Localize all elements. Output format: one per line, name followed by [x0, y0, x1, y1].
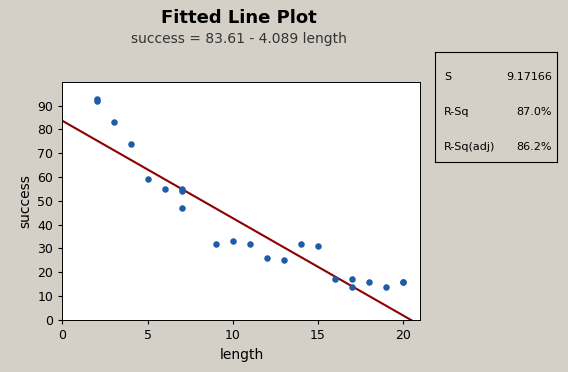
Point	[228, 238, 237, 244]
Point	[348, 276, 357, 282]
Text: 86.2%: 86.2%	[516, 142, 552, 152]
Point	[382, 283, 391, 289]
Point	[177, 205, 186, 211]
Point	[314, 243, 323, 249]
Point	[262, 255, 272, 261]
Point	[331, 276, 340, 282]
Point	[296, 241, 306, 247]
Point	[399, 279, 408, 285]
Text: R-Sq: R-Sq	[444, 107, 470, 117]
Text: Fitted Line Plot: Fitted Line Plot	[161, 9, 316, 27]
Text: R-Sq(adj): R-Sq(adj)	[444, 142, 496, 152]
Text: 9.17166: 9.17166	[506, 72, 552, 82]
Point	[92, 98, 101, 104]
Point	[160, 186, 169, 192]
Point	[126, 141, 135, 147]
Point	[109, 119, 118, 125]
Text: success = 83.61 - 4.089 length: success = 83.61 - 4.089 length	[131, 32, 346, 46]
Point	[177, 188, 186, 194]
Point	[245, 241, 254, 247]
Point	[177, 186, 186, 192]
Point	[399, 279, 408, 285]
Text: S: S	[444, 72, 452, 82]
X-axis label: length: length	[219, 347, 264, 362]
Point	[143, 176, 152, 182]
Point	[211, 241, 220, 247]
Point	[279, 257, 289, 263]
Point	[365, 279, 374, 285]
Y-axis label: success: success	[18, 174, 32, 228]
Point	[348, 283, 357, 289]
Text: 87.0%: 87.0%	[516, 107, 552, 117]
Point	[92, 96, 101, 102]
